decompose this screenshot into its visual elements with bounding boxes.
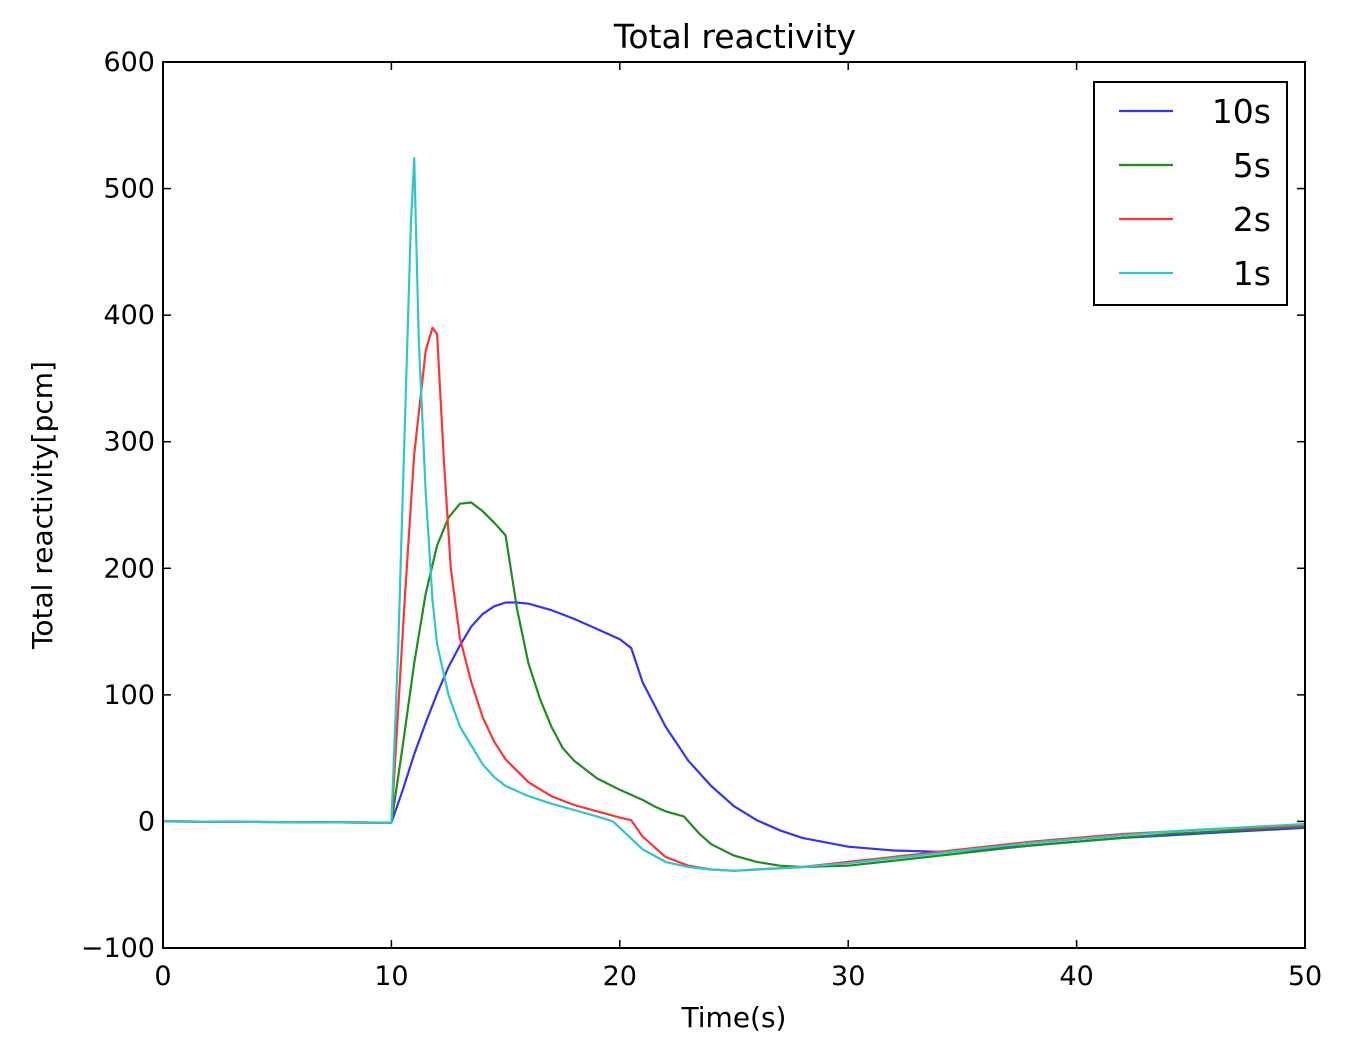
y-tick-label: 600: [103, 47, 155, 78]
x-tick-label: 30: [831, 961, 865, 992]
chart-title: Total reactivity: [613, 17, 856, 56]
y-axis-label: Total reactivity[pcm]: [26, 361, 59, 650]
y-tick-label: 400: [103, 300, 155, 331]
y-tick-label: −100: [81, 933, 155, 964]
y-tick-label: 200: [103, 553, 155, 584]
legend-label-1s: 1s: [1233, 254, 1271, 293]
x-tick-label: 20: [603, 961, 637, 992]
legend-label-2s: 2s: [1233, 200, 1271, 239]
y-tick-label: 100: [103, 680, 155, 711]
legend-box: [1093, 81, 1288, 306]
legend-label-5s: 5s: [1233, 146, 1271, 185]
x-tick-label: 0: [154, 961, 171, 992]
series-line-5s: [161, 501, 1307, 869]
chart-legend: 10s 5s 2s 1s: [1093, 81, 1288, 306]
plot-series-group: [161, 157, 1307, 872]
y-axis-ticks: −100 0 100 200 300 400 500 600: [81, 47, 1305, 964]
x-axis-ticks: 0 10 20 30 40 50: [154, 62, 1322, 992]
series-line-10s: [161, 601, 1307, 853]
legend-label-10s: 10s: [1212, 92, 1271, 131]
x-axis-label: Time(s): [681, 1001, 787, 1034]
x-tick-label: 50: [1288, 961, 1322, 992]
x-tick-label: 40: [1059, 961, 1093, 992]
y-tick-label: 500: [103, 174, 155, 205]
series-line-2s: [161, 326, 1307, 872]
y-tick-label: 300: [103, 427, 155, 458]
x-tick-label: 10: [374, 961, 408, 992]
plot-area-frame: [162, 61, 1306, 949]
y-tick-label: 0: [138, 806, 155, 837]
series-line-1s: [161, 157, 1307, 872]
